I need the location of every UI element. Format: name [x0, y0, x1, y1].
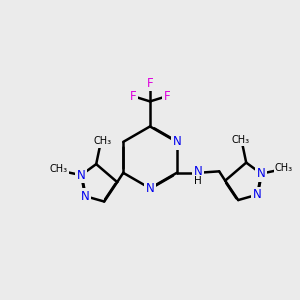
Text: H: H: [194, 176, 202, 186]
Text: N: N: [77, 169, 85, 182]
Text: N: N: [257, 167, 266, 180]
Text: F: F: [164, 90, 170, 103]
Text: CH₃: CH₃: [275, 163, 293, 173]
Text: N: N: [172, 135, 181, 148]
Text: N: N: [253, 188, 262, 201]
Text: CH₃: CH₃: [50, 164, 68, 174]
Text: F: F: [147, 77, 153, 90]
Text: N: N: [194, 165, 202, 178]
Text: N: N: [146, 182, 154, 195]
Text: F: F: [130, 90, 136, 103]
Text: CH₃: CH₃: [93, 136, 111, 146]
Text: N: N: [81, 190, 90, 202]
Text: CH₃: CH₃: [231, 135, 249, 145]
